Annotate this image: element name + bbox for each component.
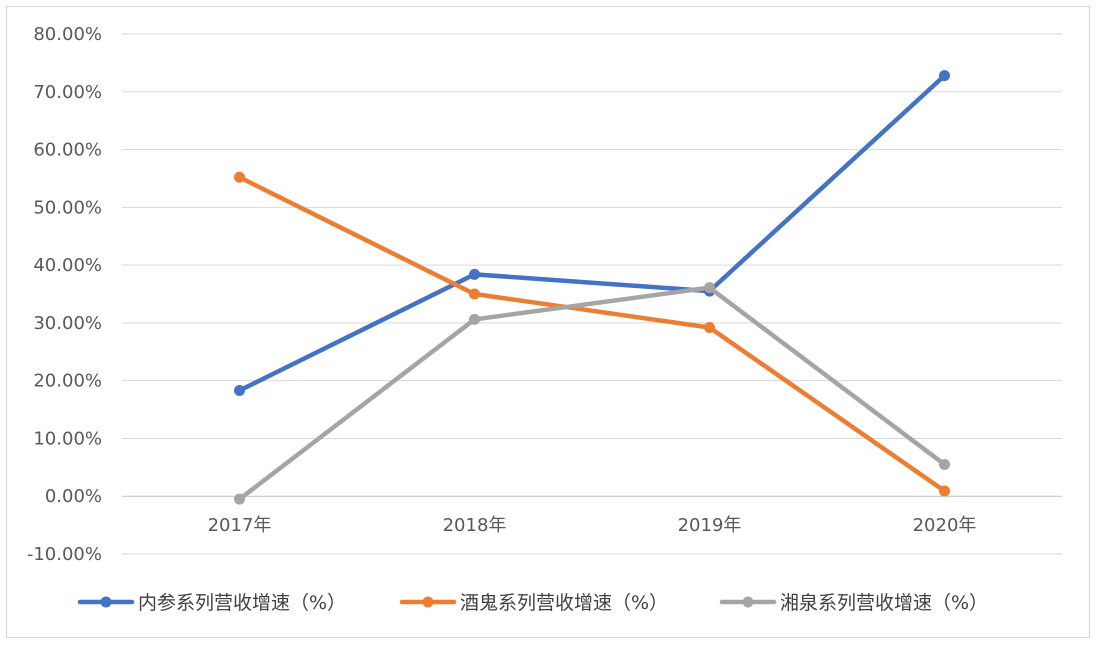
y-axis-ticks: -10.00% 0.00% 10.00% 20.00% 30.00% 40.00% 50.0… xyxy=(27,24,102,565)
series-line xyxy=(237,175,947,494)
chart-frame xyxy=(6,6,1090,638)
y-tick-label: 80.00% xyxy=(33,24,102,45)
series-1 xyxy=(234,70,950,396)
series-3 xyxy=(234,282,950,505)
data-point xyxy=(469,268,480,280)
data-point xyxy=(469,313,480,325)
y-tick-label: 20.00% xyxy=(33,371,102,392)
series-group xyxy=(234,70,950,505)
y-tick-label: -10.00% xyxy=(27,544,102,565)
data-point xyxy=(234,384,245,396)
legend-item: 酒鬼系列营收增速（%） xyxy=(399,592,668,614)
legend-marker xyxy=(742,596,754,608)
legend-marker xyxy=(100,596,112,608)
y-tick-label: 60.00% xyxy=(33,140,102,161)
data-point xyxy=(939,70,950,82)
legend: 内参系列营收增速（%） 酒鬼系列营收增速（%） 湘泉系列营收增速（%） xyxy=(77,592,988,614)
data-point xyxy=(234,493,245,505)
gridlines xyxy=(122,33,1062,555)
data-point xyxy=(234,171,245,183)
legend-marker xyxy=(422,596,434,608)
data-point xyxy=(469,288,480,300)
data-point xyxy=(939,485,950,497)
y-tick-label: 40.00% xyxy=(33,255,102,276)
series-line xyxy=(237,73,947,393)
legend-item: 湘泉系列营收增速（%） xyxy=(719,592,988,614)
y-tick-label: 50.00% xyxy=(33,197,102,218)
legend-item: 内参系列营收增速（%） xyxy=(77,592,346,614)
series-2 xyxy=(234,171,950,497)
series-line xyxy=(237,285,947,502)
x-axis-ticks: 2017年 2018年 2019年 2020年 xyxy=(208,515,977,536)
data-point xyxy=(939,458,950,470)
y-tick-label: 70.00% xyxy=(33,82,102,103)
x-tick-label: 2020年 xyxy=(913,515,977,536)
legend-label: 内参系列营收增速（%） xyxy=(138,592,346,614)
y-tick-label: 0.00% xyxy=(45,486,102,507)
x-tick-label: 2017年 xyxy=(208,515,272,536)
y-tick-label: 10.00% xyxy=(33,428,102,449)
x-tick-label: 2018年 xyxy=(443,515,507,536)
legend-label: 湘泉系列营收增速（%） xyxy=(780,592,988,614)
x-tick-label: 2019年 xyxy=(678,515,742,536)
data-point xyxy=(704,322,715,334)
legend-label: 酒鬼系列营收增速（%） xyxy=(460,592,668,614)
y-tick-label: 30.00% xyxy=(33,313,102,334)
data-point xyxy=(704,282,715,294)
